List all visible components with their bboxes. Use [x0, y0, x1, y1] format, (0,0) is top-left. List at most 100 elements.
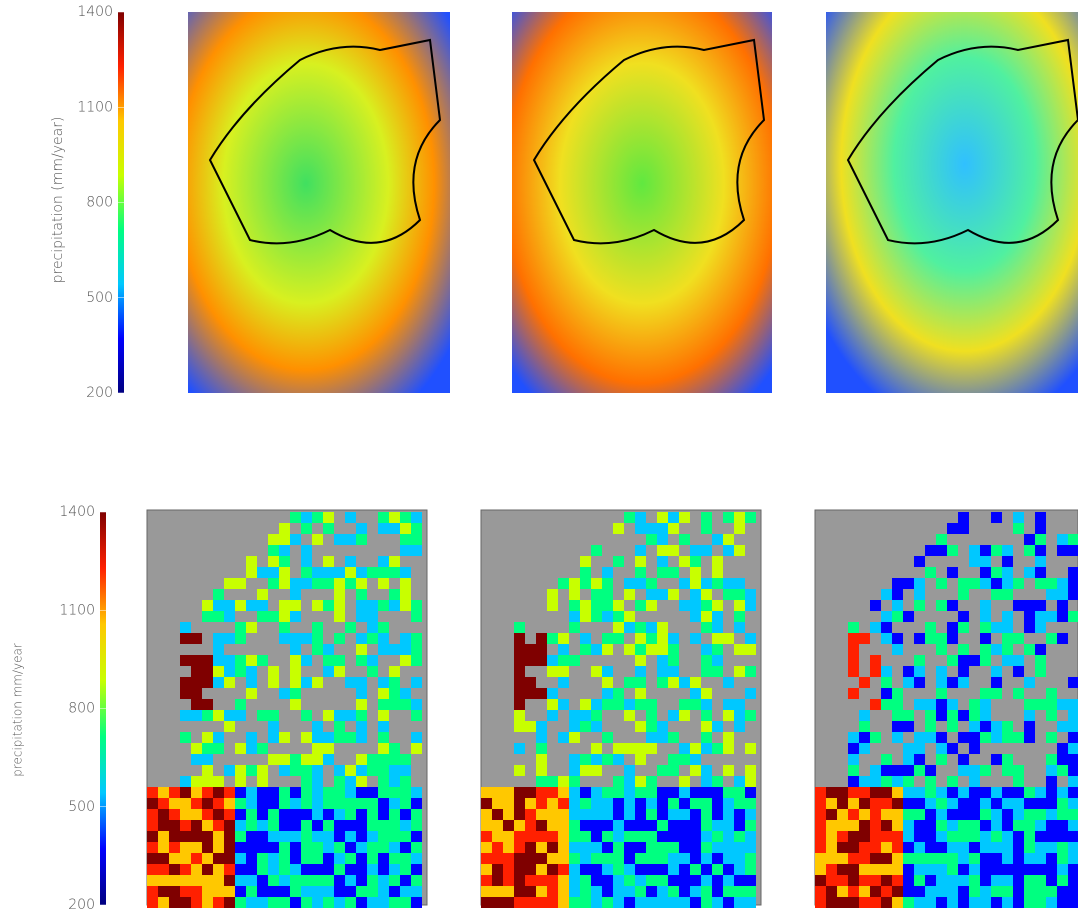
grid-cell — [903, 743, 914, 754]
grid-cell — [147, 842, 158, 853]
grid-cell — [1057, 754, 1068, 765]
grid-cell — [191, 853, 202, 864]
grid-cell — [224, 721, 235, 732]
grid-cell — [268, 787, 279, 798]
grid-cell — [980, 611, 991, 622]
grid-cell — [602, 677, 613, 688]
grid-cell — [191, 864, 202, 875]
grid-cell — [826, 886, 837, 897]
grid-cell — [536, 721, 547, 732]
grid-cell — [914, 589, 925, 600]
grid-cell — [389, 589, 400, 600]
grid-cell — [624, 853, 635, 864]
grid-cell — [690, 699, 701, 710]
grid-cell — [723, 732, 734, 743]
grid-cell — [279, 732, 290, 743]
grid-cell — [734, 886, 745, 897]
grid-cell — [301, 798, 312, 809]
grid-cell — [1068, 677, 1078, 688]
grid-cell — [734, 710, 745, 721]
grid-cell — [635, 644, 646, 655]
grid-cell — [980, 644, 991, 655]
grid-cell — [580, 798, 591, 809]
grid-cell — [613, 611, 624, 622]
grid-cell — [635, 842, 646, 853]
grid-cell — [602, 831, 613, 842]
grid-cell — [745, 842, 756, 853]
grid-cell — [1057, 875, 1068, 886]
grid-cell — [202, 710, 213, 721]
grid-cell — [1013, 820, 1024, 831]
grid-cell — [958, 765, 969, 776]
grid-cell — [525, 677, 536, 688]
grid-cell — [378, 787, 389, 798]
grid-cell — [712, 820, 723, 831]
grid-cell — [668, 875, 679, 886]
grid-cell — [246, 677, 257, 688]
grid-cell — [158, 886, 169, 897]
grid-cell — [635, 567, 646, 578]
grid-cell — [290, 831, 301, 842]
grid-cell — [323, 732, 334, 743]
grid-cell — [690, 743, 701, 754]
grid-cell — [613, 864, 624, 875]
grid-cell — [378, 875, 389, 886]
grid-cell — [980, 787, 991, 798]
grid-cell — [859, 633, 870, 644]
grid-cell — [525, 864, 536, 875]
grid-cell — [389, 875, 400, 886]
grid-cell — [1057, 578, 1068, 589]
grid-cell — [569, 710, 580, 721]
grid-cell — [881, 633, 892, 644]
grid-cell — [213, 853, 224, 864]
grid-cell — [679, 512, 690, 523]
grid-cell — [290, 787, 301, 798]
grid-cell — [367, 787, 378, 798]
grid-cell — [301, 853, 312, 864]
grid-cell — [657, 732, 668, 743]
grid-cell — [180, 853, 191, 864]
grid-cell — [312, 512, 323, 523]
map-panel — [512, 12, 772, 393]
grid-cell — [624, 765, 635, 776]
tick-label: 500 — [86, 290, 113, 306]
grid-cell — [191, 842, 202, 853]
grid-cell — [1046, 765, 1057, 776]
grid-cell — [635, 864, 646, 875]
grid-cell — [591, 578, 602, 589]
grid-cell — [180, 897, 191, 908]
grid-cell — [569, 864, 580, 875]
grid-cell — [1046, 831, 1057, 842]
grid-cell — [892, 776, 903, 787]
grid-cell — [701, 886, 712, 897]
grid-cell — [345, 798, 356, 809]
grid-cell — [1013, 578, 1024, 589]
grid-cell — [180, 809, 191, 820]
grid-cell — [312, 743, 323, 754]
grid-cell — [903, 864, 914, 875]
grid-cell — [1002, 721, 1013, 732]
grid-cell — [613, 622, 624, 633]
tick-label: 1100 — [77, 99, 113, 115]
grid-cell — [958, 864, 969, 875]
grid-cell — [690, 567, 701, 578]
grid-cell — [536, 875, 547, 886]
grid-cell — [1013, 798, 1024, 809]
grid-cell — [547, 886, 558, 897]
grid-cell — [1002, 875, 1013, 886]
grid-cell — [356, 567, 367, 578]
grid-cell — [213, 831, 224, 842]
grid-cell — [492, 875, 503, 886]
grid-cell — [657, 842, 668, 853]
grid-cell — [312, 798, 323, 809]
grid-cell — [734, 578, 745, 589]
grid-cell — [334, 875, 345, 886]
grid-cell — [925, 732, 936, 743]
grid-cell — [580, 754, 591, 765]
grid-cell — [635, 578, 646, 589]
grid-cell — [679, 820, 690, 831]
grid-cell — [701, 743, 712, 754]
grid-cell — [492, 853, 503, 864]
grid-cell — [646, 831, 657, 842]
grid-cell — [514, 853, 525, 864]
